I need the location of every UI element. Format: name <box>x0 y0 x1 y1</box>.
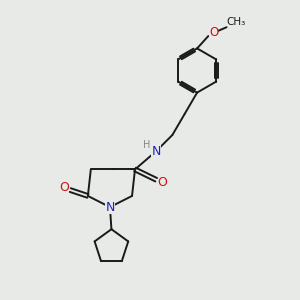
Text: CH₃: CH₃ <box>226 16 245 27</box>
Text: O: O <box>209 26 218 39</box>
Text: N: N <box>152 145 161 158</box>
Text: N: N <box>105 201 115 214</box>
Text: O: O <box>158 176 168 189</box>
Text: H: H <box>143 140 150 150</box>
Text: O: O <box>59 181 69 194</box>
